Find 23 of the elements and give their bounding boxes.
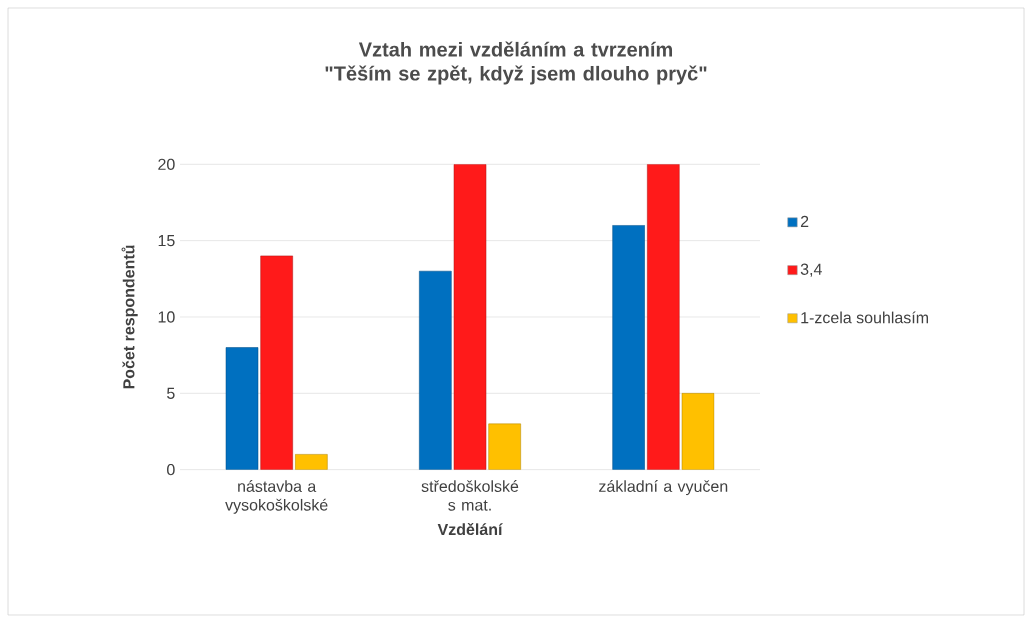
bar [260,255,293,470]
y-tick-label: 15 [158,235,175,247]
chart-title: Vztah mezi vzděláním a tvrzením "Těším se zpět, když jsem dlouho pryč" [325,41,707,85]
x-tick-label: nástavba a vysokoškolské [225,480,328,514]
bar [612,225,645,470]
bar [453,164,487,470]
y-tick-label: 10 [158,311,175,323]
y-tick-label: 20 [158,158,175,170]
x-tick-label: základní a vyučen [599,480,728,496]
y-axis-title: Počet respondentů [121,245,138,389]
x-axis-title: Vzdělání [437,522,503,536]
legend-label: 1-zcela souhlasím [801,311,929,324]
legend-label: 2 [800,215,809,227]
y-tick-label: 0 [167,463,175,476]
x-tick-label: středoškolské s mat. [421,480,519,511]
legend-label: 3,4 [800,263,822,277]
bar [647,164,680,470]
y-tick-label: 5 [167,387,175,399]
bar [295,454,328,470]
bar [225,347,259,470]
bar [488,423,521,470]
bar [419,270,452,470]
bar [681,393,715,470]
